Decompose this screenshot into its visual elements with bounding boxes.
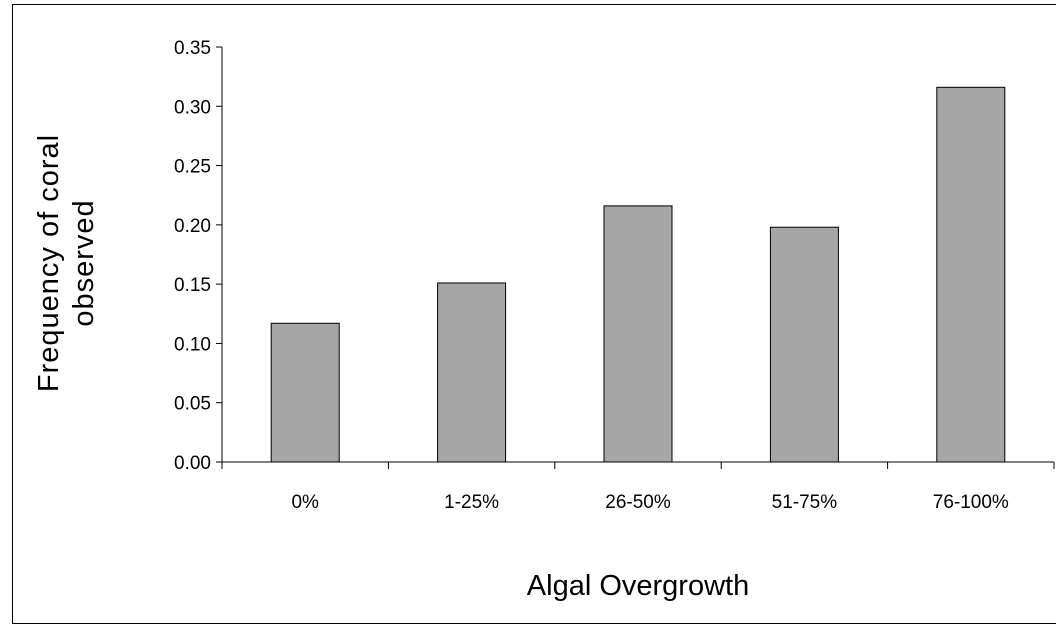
y-ticks-group: 0.00 0.05 0.10 0.15 0.20 0.25 0.30 0.35	[174, 38, 222, 474]
y-axis-title: Frequency of coral observed	[33, 134, 100, 392]
x-ticks-group: 0% 1-25% 26-50% 51-75% 76-100%	[221, 462, 1055, 513]
y-tick-label: 0.15	[174, 275, 211, 296]
axes-group	[221, 47, 1054, 463]
x-tick-label: 0%	[291, 492, 319, 513]
y-tick-label: 0.20	[174, 216, 211, 237]
bar-26-50pct	[603, 205, 673, 463]
bar-76-100pct	[936, 86, 1006, 463]
bar-chart: 0.00 0.05 0.10 0.15 0.20 0.25 0.30 0.35 0% 1-25%…	[33, 38, 1055, 602]
y-tick-label: 0.05	[174, 394, 211, 415]
x-axis-title: Algal Overgrowth	[527, 570, 749, 602]
y-tick-label: 0.30	[174, 97, 211, 118]
x-tick-label: 1-25%	[444, 492, 499, 513]
y-tick-label: 0.10	[174, 334, 211, 355]
bar-0pct	[270, 322, 340, 463]
bar-51-75pct	[769, 226, 839, 463]
y-axis-title-line-2: observed	[68, 199, 100, 326]
y-tick-label: 0.00	[174, 453, 211, 474]
bars-group	[270, 86, 1006, 463]
bar-1-25pct	[437, 282, 507, 463]
x-tick-label: 76-100%	[933, 492, 1009, 513]
y-axis-title-line-1: Frequency of coral	[33, 134, 65, 392]
x-tick-label: 26-50%	[605, 492, 671, 513]
y-tick-label: 0.25	[174, 157, 211, 178]
x-tick-label: 51-75%	[772, 492, 838, 513]
y-tick-label: 0.35	[174, 38, 211, 59]
